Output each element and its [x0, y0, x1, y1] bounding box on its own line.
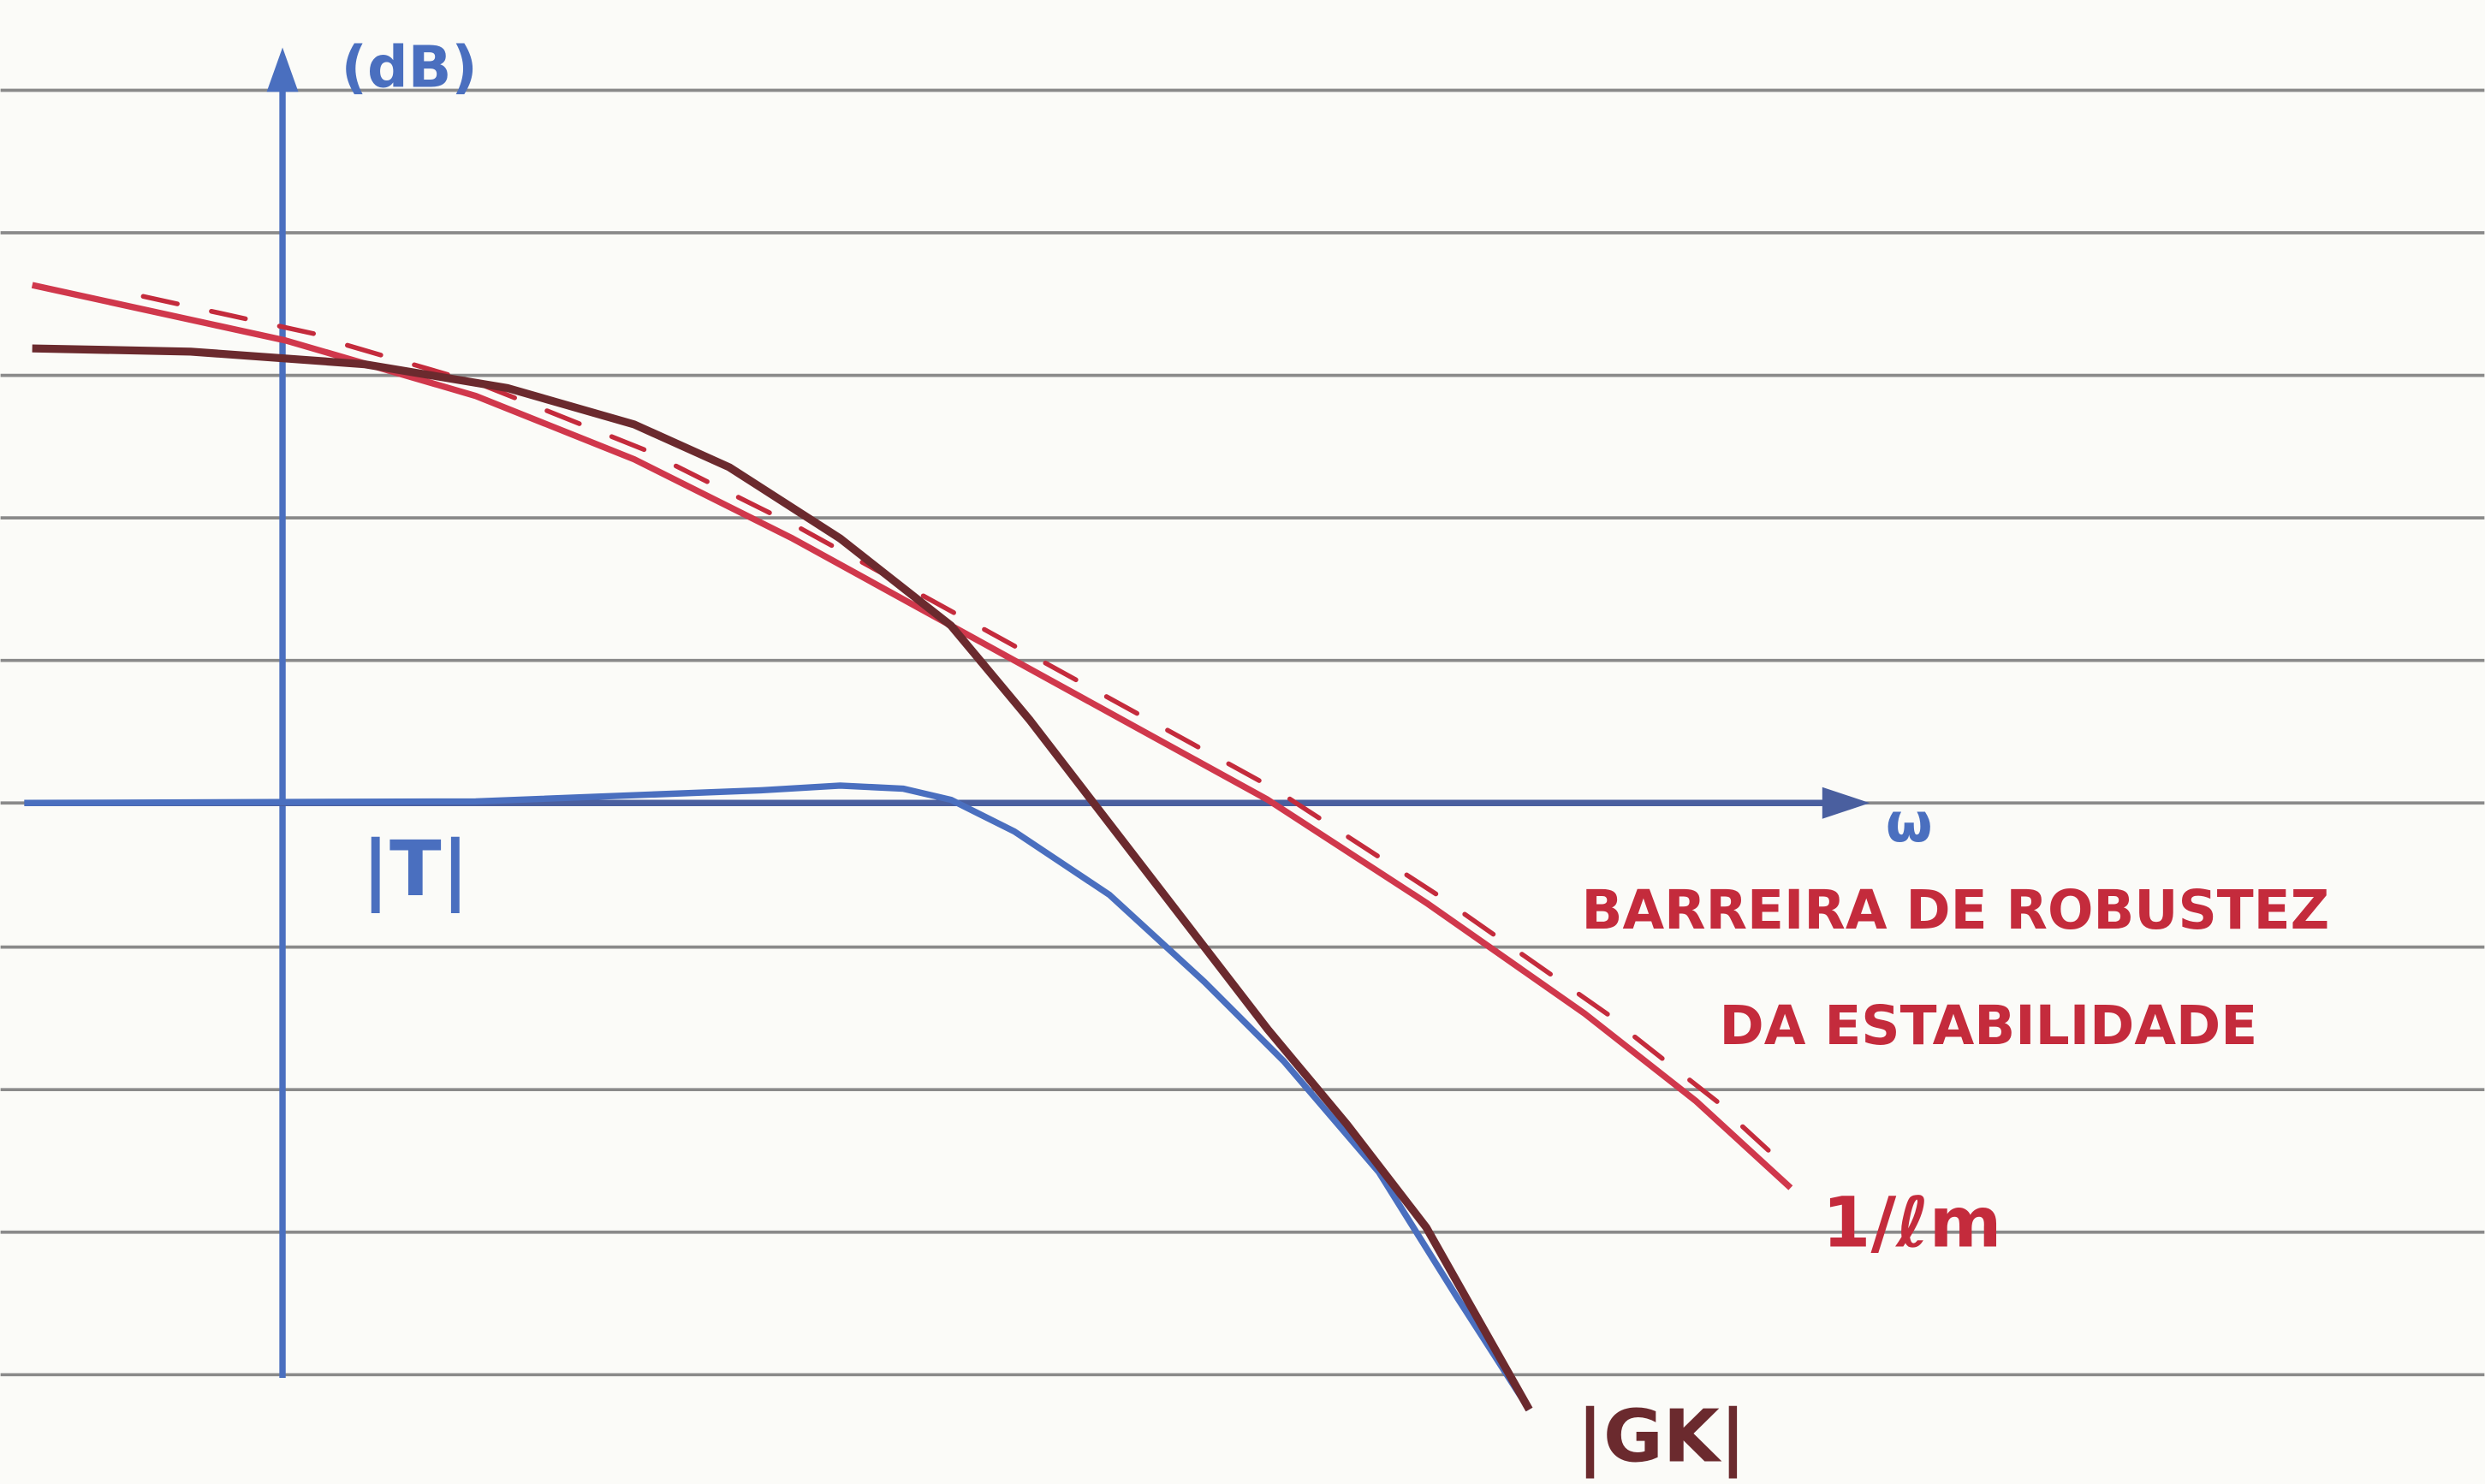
barrier-label: 1/ℓm [1822, 1183, 2002, 1264]
page: {"axes": {"y_label": "(dB)", "x_label": … [0, 0, 2485, 1484]
annotation-line: DA ESTABILIDADE [1720, 994, 2258, 1057]
t-label: |T| [362, 825, 469, 914]
annotation-line: BARREIRA DE ROBUSTEZ [1582, 879, 2330, 941]
y-axis-label: (dB) [342, 33, 478, 100]
paper [1, 0, 2485, 1484]
x-axis-label: ω [1886, 792, 1933, 854]
gk-label: |GK| [1577, 1394, 1746, 1479]
diagram: (dB) ω |T| BARREIRA DE ROBUSTEZ DA ESTAB… [0, 0, 2485, 1484]
